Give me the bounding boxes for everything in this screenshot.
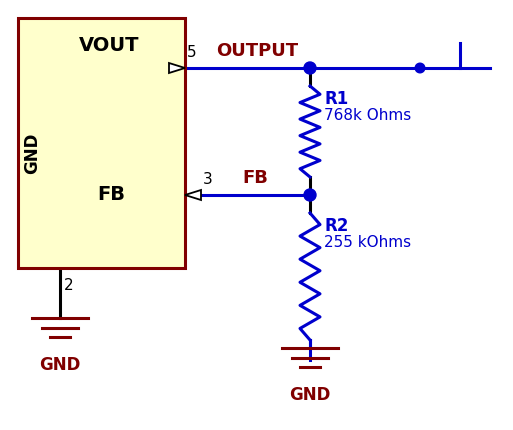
- Text: 2: 2: [64, 279, 74, 294]
- Text: FB: FB: [243, 169, 268, 187]
- Text: 3: 3: [203, 172, 213, 187]
- Circle shape: [304, 189, 316, 201]
- Text: VOUT: VOUT: [79, 36, 140, 55]
- Bar: [18, 18, 185, 268]
- Text: R2: R2: [324, 217, 348, 235]
- Text: FB: FB: [97, 185, 126, 205]
- Text: 768k Ohms: 768k Ohms: [324, 108, 411, 123]
- Text: GND: GND: [23, 132, 41, 174]
- Polygon shape: [185, 190, 201, 200]
- Circle shape: [415, 63, 425, 73]
- Text: R1: R1: [324, 90, 348, 108]
- Polygon shape: [169, 63, 185, 73]
- Text: 255 kOhms: 255 kOhms: [324, 235, 411, 250]
- Text: GND: GND: [40, 356, 81, 374]
- Text: OUTPUT: OUTPUT: [216, 42, 299, 60]
- Circle shape: [304, 62, 316, 74]
- Text: 5: 5: [187, 45, 196, 60]
- Text: GND: GND: [289, 386, 331, 404]
